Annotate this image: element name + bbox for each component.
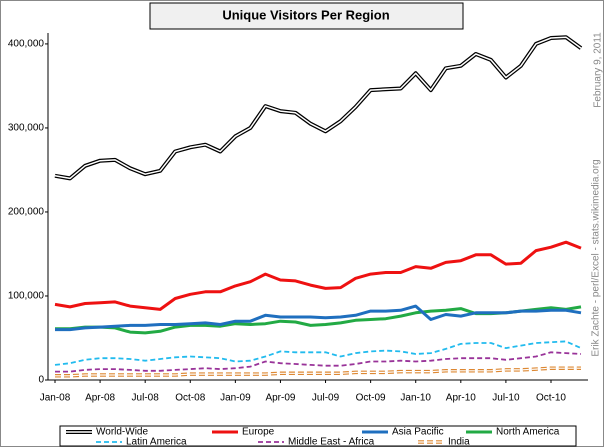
series-line — [54, 340, 582, 366]
series-line — [54, 240, 582, 311]
legend-label: Europe — [242, 427, 275, 438]
series-line — [55, 304, 582, 332]
y-tick-label: 0 — [38, 375, 44, 386]
y-tick-label: 400,000 — [8, 39, 45, 50]
legend-label: Middle East - Africa — [288, 437, 375, 447]
legend-label: World-Wide — [96, 427, 148, 438]
series-line-inner — [55, 367, 581, 377]
legend-label: India — [448, 437, 470, 447]
x-tick-label: Jul-09 — [312, 393, 340, 404]
series-line — [55, 351, 582, 373]
x-tick-label: Oct-09 — [356, 393, 386, 404]
x-tick-label: Jan-08 — [40, 393, 71, 404]
title-box — [149, 2, 464, 30]
series-line-inner — [54, 36, 582, 180]
x-tick-label: Apr-09 — [265, 393, 295, 404]
legend-label: Asia Pacific — [392, 427, 444, 438]
y-tick-label: 200,000 — [8, 207, 45, 218]
credit-note: Erik Zachte - perl/Excel - stats.wikimed… — [591, 159, 602, 356]
x-tick-label: Jul-08 — [132, 393, 160, 404]
legend-box — [59, 425, 577, 447]
x-tick-label: Oct-08 — [175, 393, 205, 404]
x-tick-label: Apr-10 — [446, 393, 476, 404]
y-tick-label: 300,000 — [8, 123, 45, 134]
x-tick-label: Apr-08 — [85, 393, 115, 404]
legend-label: North America — [496, 427, 560, 438]
date-note: February 9, 2011 — [593, 32, 604, 108]
x-tick-label: Oct-10 — [536, 393, 566, 404]
x-tick-label: Jan-10 — [400, 393, 431, 404]
y-tick-label: 100,000 — [8, 291, 45, 302]
chart-title: Unique Visitors Per Region — [222, 7, 389, 22]
x-tick-label: Jan-09 — [220, 393, 251, 404]
x-tick-label: Jul-10 — [492, 393, 520, 404]
legend-label: Latin America — [126, 437, 187, 447]
